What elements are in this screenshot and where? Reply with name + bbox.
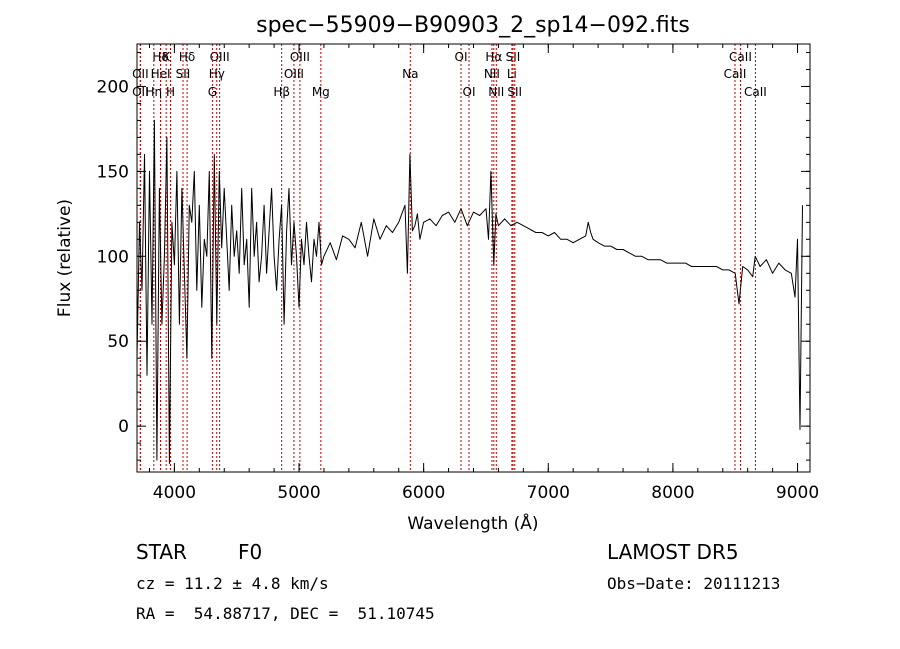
object-class: STAR — [136, 540, 187, 564]
line-label: OIII — [290, 50, 310, 64]
line-label: K — [162, 50, 171, 64]
line-label: G — [208, 85, 217, 99]
line-label: HeI — [151, 67, 171, 81]
axis-ticks: 4000 5000 6000 7000 8000 9000 0 50 100 150 200 — [97, 44, 819, 503]
line-label: OIII — [210, 50, 230, 64]
line-label: OIII — [284, 67, 304, 81]
line-label: Na — [402, 67, 418, 81]
x-tick-label: 5000 — [277, 483, 320, 503]
line-label: Mg — [312, 85, 330, 99]
spectrum-series — [136, 119, 803, 464]
line-label: Li — [507, 67, 517, 81]
object-subclass: F0 — [238, 540, 263, 564]
x-tick-label: 9000 — [776, 483, 819, 503]
line-label: Hβ — [273, 85, 290, 99]
line-label: CaII — [744, 85, 767, 99]
line-label: CaII — [724, 67, 747, 81]
coordinates-text: RA = 54.88717, DEC = 51.10745 — [136, 604, 435, 623]
line-label: H — [166, 85, 175, 99]
y-tick-label: 0 — [118, 417, 129, 437]
x-tick-label: 6000 — [402, 483, 445, 503]
line-label: Hη — [146, 85, 163, 99]
line-label: CaII — [729, 50, 752, 64]
obs-date-text: Obs−Date: 20111213 — [607, 574, 781, 593]
line-label: Hα — [485, 50, 502, 64]
y-tick-label: 150 — [97, 162, 129, 182]
line-label: SII — [506, 50, 521, 64]
line-label: Hγ — [209, 67, 225, 81]
line-label: Hδ — [179, 50, 195, 64]
survey-label: LAMOST DR5 — [607, 540, 739, 564]
y-tick-label: 200 — [97, 77, 129, 97]
line-label: OII — [132, 85, 149, 99]
line-label: NII — [484, 67, 500, 81]
line-label: SII — [176, 67, 191, 81]
line-label: OI — [463, 85, 476, 99]
y-axis-label: Flux (relative) — [55, 199, 75, 317]
x-tick-label: 8000 — [651, 483, 694, 503]
line-label: OI — [455, 50, 468, 64]
line-label: SII — [507, 85, 522, 99]
x-axis-label: Wavelength (Å) — [407, 512, 538, 534]
redshift-text: cz = 11.2 ± 4.8 km/s — [136, 574, 329, 593]
spectrum-line — [136, 119, 803, 464]
y-tick-label: 100 — [97, 247, 129, 267]
y-tick-label: 50 — [107, 332, 129, 352]
line-label: NII — [488, 85, 504, 99]
chart-title: spec−55909−B90903_2_sp14−092.fits — [256, 13, 690, 38]
x-tick-label: 4000 — [153, 483, 196, 503]
x-tick-label: 7000 — [527, 483, 570, 503]
